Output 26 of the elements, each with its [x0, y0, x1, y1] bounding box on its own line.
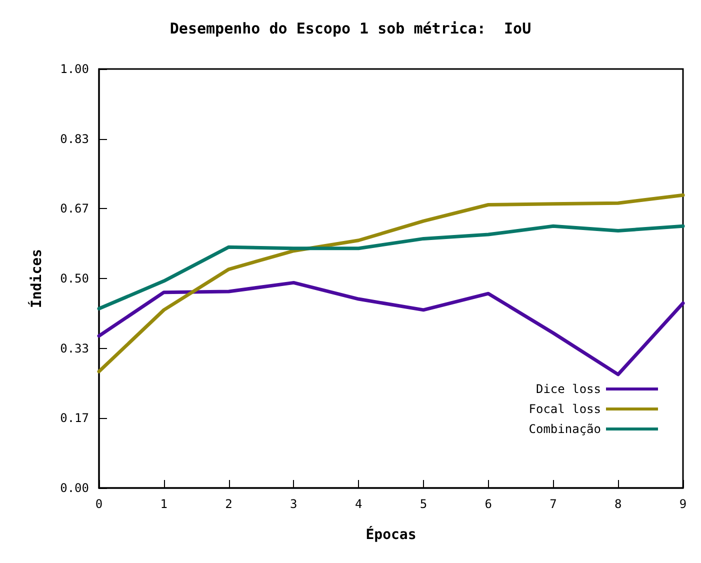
y-tick-label: 1.00	[60, 62, 89, 76]
x-tick-label: 8	[614, 497, 622, 511]
line-series	[97, 280, 685, 376]
x-tick-label: 3	[290, 497, 298, 511]
chart-title: Desempenho do Escopo 1 sob métrica: IoU	[170, 20, 532, 38]
x-tick-label: 7	[550, 497, 557, 511]
line-series	[97, 224, 685, 310]
x-tick-label: 2	[225, 497, 232, 511]
legend-label: Focal loss	[528, 402, 601, 416]
x-tick-label: 6	[484, 497, 492, 511]
y-tick-label: 0.33	[60, 341, 89, 356]
x-tick-label: 4	[354, 497, 362, 511]
y-tick-label: 0.00	[60, 481, 89, 495]
y-tick-label: 0.83	[60, 132, 89, 146]
legend-label: Combinação	[528, 422, 601, 436]
legend-label: Dice loss	[536, 382, 601, 396]
y-tick-label: 0.17	[60, 411, 89, 426]
y-axis-title: Índices	[28, 248, 45, 308]
y-tick-label: 0.67	[60, 202, 89, 216]
x-tick-label: 0	[95, 497, 103, 511]
y-tick-label: 0.50	[60, 272, 89, 286]
x-tick-label: 5	[420, 497, 428, 511]
x-tick-label: 9	[679, 497, 687, 511]
line-series	[97, 193, 685, 374]
x-tick-label: 1	[160, 497, 168, 511]
x-axis-title: Épocas	[366, 526, 416, 543]
